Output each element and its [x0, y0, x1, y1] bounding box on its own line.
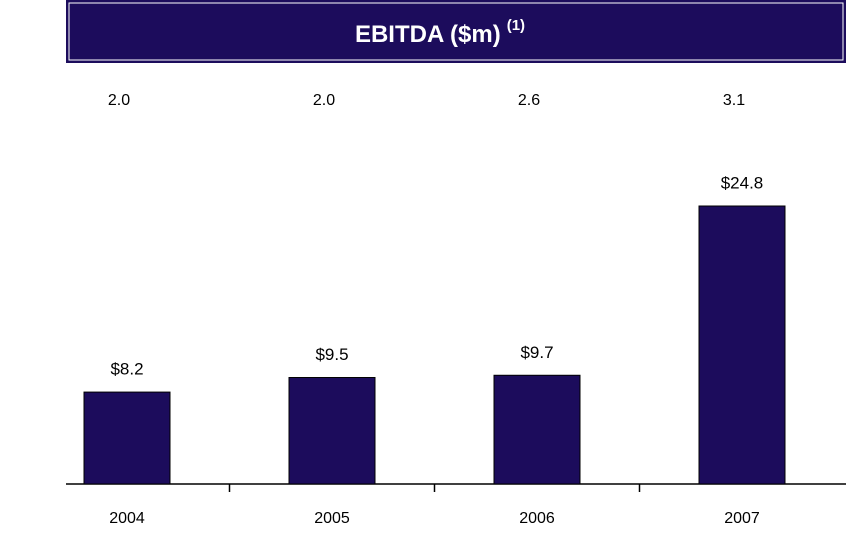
chart-title: EBITDA ($m) (1) [355, 17, 525, 48]
x-tick-label: 2005 [314, 510, 350, 527]
title-banner [66, 0, 846, 63]
annotation: 3.1 [723, 92, 745, 109]
x-tick-label: 2004 [109, 510, 145, 527]
title-text: EBITDA ($m) [355, 21, 501, 48]
title-border [68, 2, 844, 61]
annotation: 2.0 [108, 92, 130, 109]
value-label: $8.2 [110, 360, 143, 379]
bar [288, 377, 376, 485]
bar [493, 374, 581, 485]
annotation: 2.6 [518, 92, 540, 109]
bar [83, 391, 171, 485]
x-tick-label: 2007 [724, 510, 760, 527]
annotation: 2.0 [313, 92, 335, 109]
title-note: (1) [507, 17, 525, 34]
value-label: $9.5 [315, 345, 348, 364]
value-label: $9.7 [520, 343, 553, 362]
bar [698, 205, 786, 485]
x-tick-label: 2006 [519, 510, 555, 527]
value-label: $24.8 [721, 173, 764, 192]
